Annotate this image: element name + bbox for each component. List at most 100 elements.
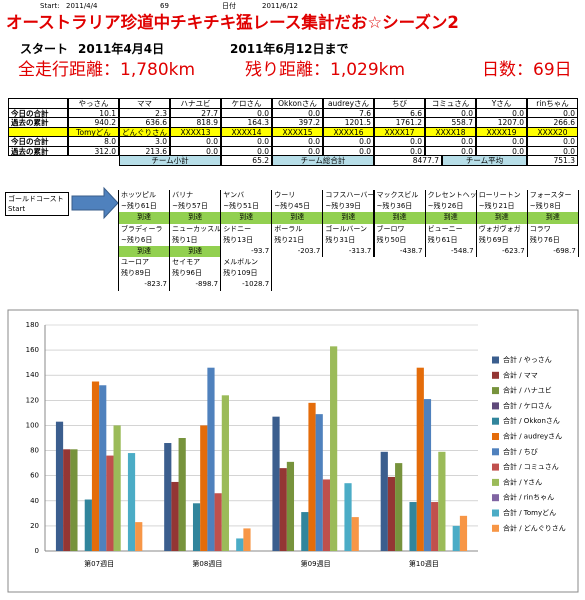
bar [459, 515, 468, 551]
city-name: ブーロワ [373, 223, 426, 235]
legend-label: 合計 / rinちゃん [503, 493, 554, 502]
legend-swatch [492, 448, 499, 456]
city-remaining: 残り1日 [169, 234, 222, 246]
info-end-date: 2011年6月12日まで [230, 42, 349, 56]
city-remaining: ~残り8日 [526, 201, 579, 212]
stat-remaining: 残り距離：1,029km [245, 60, 406, 80]
city-remaining: 残り89日 [118, 268, 170, 279]
legend-label: 合計 / ハナユビ [503, 386, 552, 395]
start-label: Start: [40, 2, 60, 10]
bar [387, 476, 396, 551]
legend-label: 合計 / Tomyどん [503, 508, 556, 517]
bar [431, 502, 439, 551]
summary-value: 65.2 [221, 155, 272, 166]
bar [171, 481, 179, 551]
bar [315, 414, 323, 551]
summary-value: 8477.7 [374, 155, 442, 166]
legend-label: 合計 / ママ [503, 370, 538, 379]
city-status: -623.7 [475, 245, 528, 257]
city-name: ローリートン [475, 190, 528, 201]
y-tick-label: 0 [35, 547, 39, 555]
summary-label: チーム総合計 [272, 155, 374, 166]
city-status: 到達 [271, 212, 324, 224]
city-status: 到達 [118, 212, 170, 224]
summary-value: 751.3 [527, 155, 578, 166]
bar [99, 385, 107, 551]
bar [200, 425, 208, 551]
bar [330, 346, 338, 551]
legend-swatch [492, 478, 499, 486]
bar [63, 449, 71, 551]
city-name: クレセントヘッド [424, 190, 477, 201]
info-start-date: 2011年4月4日 [78, 42, 165, 56]
city-status: 到達 [169, 212, 222, 224]
city-name: ボーラル [271, 223, 324, 235]
bar [214, 493, 222, 551]
legend-swatch [492, 463, 499, 471]
city-remaining: ~残り6日 [118, 234, 170, 246]
city-name: マックスビル [373, 190, 426, 201]
value-cell: 312.0 [68, 145, 119, 156]
bar [192, 503, 201, 551]
legend-label: 合計 / どんぐりさん [503, 523, 566, 532]
city-name: ブラディーラ [118, 223, 170, 235]
city-remaining: ~残り26日 [424, 201, 477, 212]
city-remaining: 残り13日 [220, 234, 273, 246]
bar [279, 468, 287, 551]
city-status: -438.7 [373, 245, 426, 257]
city-remaining: 残り69日 [475, 234, 528, 246]
city-remaining: ~残り61日 [118, 201, 170, 212]
city-status: 到達 [526, 212, 579, 224]
bar [286, 461, 295, 551]
date-label: 日付 [222, 2, 236, 10]
city-status: 到達 [475, 212, 528, 224]
city-status: 到達 [322, 212, 375, 224]
y-tick-label: 180 [26, 321, 39, 329]
city-name: コラワ [526, 223, 579, 235]
y-tick-label: 60 [30, 472, 39, 480]
city-status: -313.7 [322, 245, 375, 257]
city-name: ウーリ [271, 190, 324, 201]
route-arrow [71, 186, 119, 220]
stat-total: 全走行距離：1,780km [18, 60, 196, 80]
city-name: ヤンバ [220, 190, 273, 201]
bar [221, 395, 229, 551]
bar [178, 438, 186, 551]
bar [106, 455, 114, 551]
date: 2011/6/12 [262, 2, 298, 10]
city-remaining: 残り96日 [169, 268, 222, 279]
bar [91, 381, 100, 551]
city-name: ホッツピル [118, 190, 170, 201]
legend-label: 合計 / ちび [503, 447, 538, 456]
bar [351, 517, 359, 551]
bar [243, 528, 251, 551]
city-remaining: 残り109日 [220, 268, 273, 279]
city-remaining: 残り31日 [322, 234, 375, 246]
city-remaining: ~残り21日 [475, 201, 528, 212]
city-remaining: 残り61日 [424, 234, 477, 246]
row-label: 過去の累計 [8, 145, 68, 156]
bar [416, 367, 424, 551]
x-tick-label: 第09週目 [301, 559, 331, 568]
y-tick-label: 160 [26, 346, 39, 354]
city-status: -823.7 [118, 279, 170, 291]
start-city: ゴールドコースト [8, 195, 64, 203]
legend-swatch [492, 387, 499, 395]
city-name: ゴールバーン [322, 223, 375, 235]
city-remaining: ~残り51日 [220, 201, 273, 212]
bar [409, 502, 417, 551]
y-tick-label: 20 [30, 522, 39, 530]
legend-swatch [492, 494, 499, 502]
bar [344, 483, 352, 551]
city-remaining: 残り76日 [526, 234, 579, 246]
days: 69 [160, 2, 169, 10]
bar [322, 479, 331, 551]
bar [380, 451, 388, 551]
legend-label: 合計 / Yさん [503, 477, 542, 486]
city-status: -898.7 [169, 279, 222, 291]
x-tick-label: 第10週目 [409, 559, 439, 568]
bar [395, 463, 403, 551]
city-remaining: ~残り36日 [373, 201, 426, 212]
bar [308, 402, 316, 551]
x-tick-label: 第07週目 [84, 559, 114, 568]
